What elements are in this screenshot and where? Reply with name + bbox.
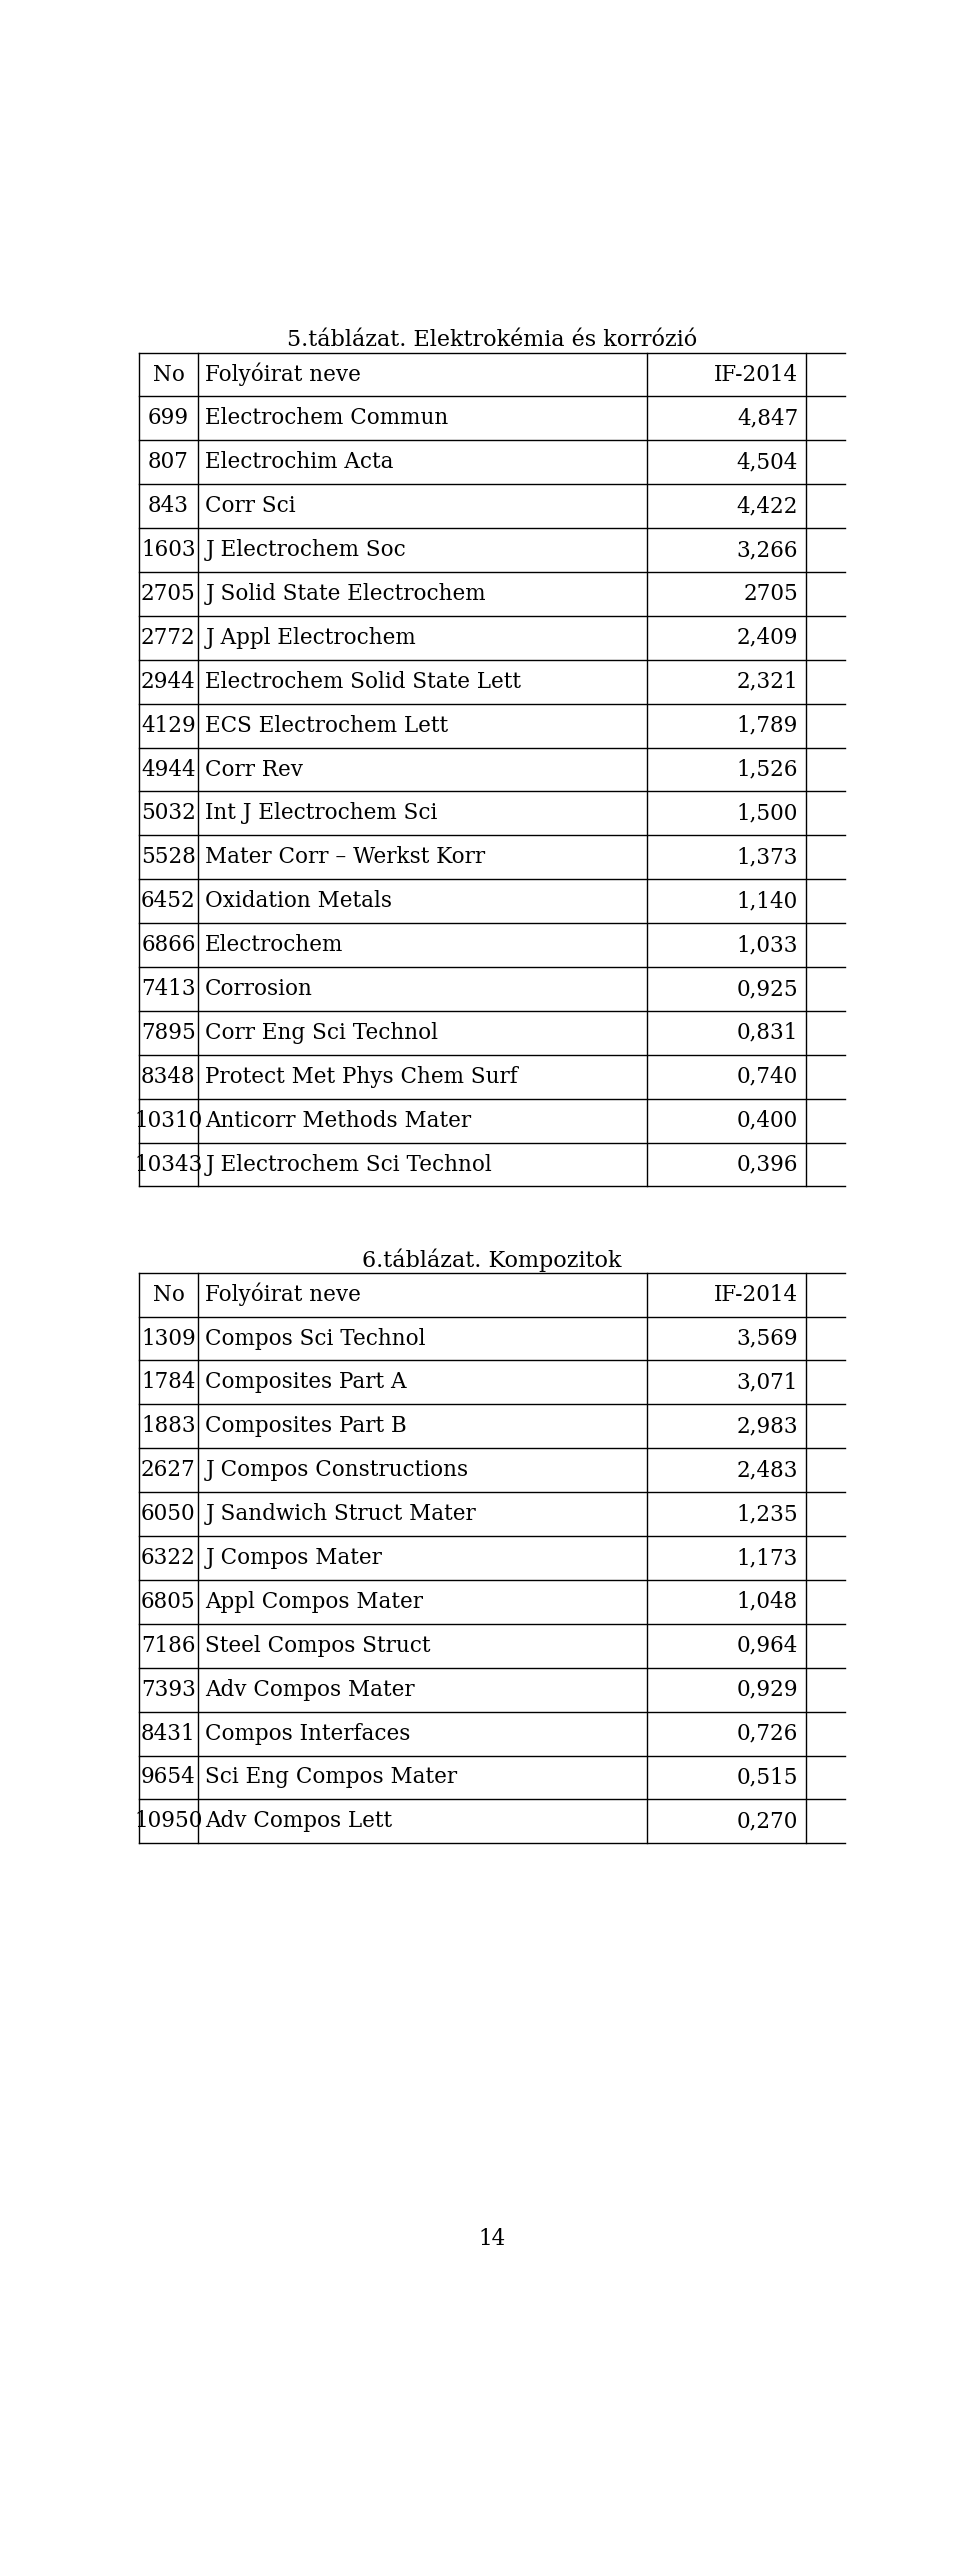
Text: 1,048: 1,048 xyxy=(737,1591,798,1613)
Text: 1,235: 1,235 xyxy=(736,1504,798,1524)
Text: 1883: 1883 xyxy=(141,1414,196,1437)
Text: Electrochem Commun: Electrochem Commun xyxy=(205,408,448,429)
Text: Folyóirat neve: Folyóirat neve xyxy=(205,1284,361,1307)
Text: 6050: 6050 xyxy=(141,1504,196,1524)
Text: 9654: 9654 xyxy=(141,1767,196,1790)
Text: 0,740: 0,740 xyxy=(737,1065,798,1088)
Text: 2,321: 2,321 xyxy=(736,671,798,692)
Text: IF-2014: IF-2014 xyxy=(714,1284,798,1305)
Text: Oxidation Metals: Oxidation Metals xyxy=(205,891,393,911)
Text: 5032: 5032 xyxy=(141,802,196,825)
Text: 1,033: 1,033 xyxy=(736,934,798,955)
Text: Corr Sci: Corr Sci xyxy=(205,495,296,518)
Text: J Electrochem Soc: J Electrochem Soc xyxy=(205,539,406,562)
Text: 5.táblázat. Elektrokémia és korrózió: 5.táblázat. Elektrokémia és korrózió xyxy=(287,329,697,352)
Text: 0,925: 0,925 xyxy=(736,978,798,1001)
Text: Protect Met Phys Chem Surf: Protect Met Phys Chem Surf xyxy=(205,1065,518,1088)
Text: 0,396: 0,396 xyxy=(736,1154,798,1174)
Text: Corrosion: Corrosion xyxy=(205,978,313,1001)
Text: 699: 699 xyxy=(148,408,189,429)
Text: 2705: 2705 xyxy=(743,582,798,605)
Text: Corr Eng Sci Technol: Corr Eng Sci Technol xyxy=(205,1021,439,1044)
Text: 4,504: 4,504 xyxy=(736,452,798,472)
Text: 1,173: 1,173 xyxy=(736,1547,798,1570)
Text: 4944: 4944 xyxy=(141,758,196,781)
Text: 8348: 8348 xyxy=(141,1065,196,1088)
Text: J Solid State Electrochem: J Solid State Electrochem xyxy=(205,582,486,605)
Text: 2,409: 2,409 xyxy=(736,628,798,648)
Text: Sci Eng Compos Mater: Sci Eng Compos Mater xyxy=(205,1767,457,1790)
Text: 4,847: 4,847 xyxy=(737,408,798,429)
Text: Composites Part A: Composites Part A xyxy=(205,1371,407,1394)
Text: 1,500: 1,500 xyxy=(736,802,798,825)
Text: Folyóirat neve: Folyóirat neve xyxy=(205,363,361,386)
Text: 2,483: 2,483 xyxy=(736,1460,798,1481)
Text: Compos Interfaces: Compos Interfaces xyxy=(205,1723,411,1744)
Text: 0,964: 0,964 xyxy=(736,1634,798,1657)
Text: Composites Part B: Composites Part B xyxy=(205,1414,407,1437)
Text: 3,266: 3,266 xyxy=(736,539,798,562)
Text: 6322: 6322 xyxy=(141,1547,196,1570)
Text: Corr Rev: Corr Rev xyxy=(205,758,303,781)
Text: 1,789: 1,789 xyxy=(736,715,798,738)
Text: 6.táblázat. Kompozitok: 6.táblázat. Kompozitok xyxy=(362,1248,622,1271)
Text: 10310: 10310 xyxy=(134,1111,203,1131)
Text: 2944: 2944 xyxy=(141,671,196,692)
Text: Anticorr Methods Mater: Anticorr Methods Mater xyxy=(205,1111,471,1131)
Text: 3,569: 3,569 xyxy=(736,1328,798,1351)
Text: Electrochem: Electrochem xyxy=(205,934,344,955)
Text: Electrochem Solid State Lett: Electrochem Solid State Lett xyxy=(205,671,521,692)
Text: 14: 14 xyxy=(478,2229,506,2249)
Text: J Electrochem Sci Technol: J Electrochem Sci Technol xyxy=(205,1154,492,1174)
Text: 8431: 8431 xyxy=(141,1723,196,1744)
Text: 2772: 2772 xyxy=(141,628,196,648)
Text: J Sandwich Struct Mater: J Sandwich Struct Mater xyxy=(205,1504,476,1524)
Text: ECS Electrochem Lett: ECS Electrochem Lett xyxy=(205,715,448,738)
Text: 3,071: 3,071 xyxy=(736,1371,798,1394)
Text: No: No xyxy=(153,1284,184,1305)
Text: 6866: 6866 xyxy=(141,934,196,955)
Text: 0,270: 0,270 xyxy=(736,1810,798,1833)
Text: Mater Corr – Werkst Korr: Mater Corr – Werkst Korr xyxy=(205,845,486,868)
Text: IF-2014: IF-2014 xyxy=(714,363,798,386)
Text: 0,400: 0,400 xyxy=(737,1111,798,1131)
Text: 7895: 7895 xyxy=(141,1021,196,1044)
Text: 7186: 7186 xyxy=(141,1634,196,1657)
Text: J Compos Mater: J Compos Mater xyxy=(205,1547,382,1570)
Text: 0,929: 0,929 xyxy=(736,1680,798,1700)
Text: Int J Electrochem Sci: Int J Electrochem Sci xyxy=(205,802,438,825)
Text: Electrochim Acta: Electrochim Acta xyxy=(205,452,394,472)
Text: 6805: 6805 xyxy=(141,1591,196,1613)
Text: 7413: 7413 xyxy=(141,978,196,1001)
Text: 0,831: 0,831 xyxy=(736,1021,798,1044)
Text: Compos Sci Technol: Compos Sci Technol xyxy=(205,1328,425,1351)
Text: 2,983: 2,983 xyxy=(736,1414,798,1437)
Text: 5528: 5528 xyxy=(141,845,196,868)
Text: Adv Compos Lett: Adv Compos Lett xyxy=(205,1810,393,1833)
Text: 4129: 4129 xyxy=(141,715,196,738)
Text: 2705: 2705 xyxy=(141,582,196,605)
Text: 1603: 1603 xyxy=(141,539,196,562)
Text: 10343: 10343 xyxy=(134,1154,203,1174)
Text: No: No xyxy=(153,363,184,386)
Text: 10950: 10950 xyxy=(134,1810,203,1833)
Text: Steel Compos Struct: Steel Compos Struct xyxy=(205,1634,431,1657)
Text: 1309: 1309 xyxy=(141,1328,196,1351)
Text: 0,726: 0,726 xyxy=(736,1723,798,1744)
Text: J Compos Constructions: J Compos Constructions xyxy=(205,1460,468,1481)
Text: 1,140: 1,140 xyxy=(737,891,798,911)
Text: 6452: 6452 xyxy=(141,891,196,911)
Text: Appl Compos Mater: Appl Compos Mater xyxy=(205,1591,423,1613)
Text: Adv Compos Mater: Adv Compos Mater xyxy=(205,1680,415,1700)
Text: J Appl Electrochem: J Appl Electrochem xyxy=(205,628,416,648)
Text: 1,526: 1,526 xyxy=(736,758,798,781)
Text: 0,515: 0,515 xyxy=(736,1767,798,1790)
Text: 1,373: 1,373 xyxy=(736,845,798,868)
Text: 807: 807 xyxy=(148,452,189,472)
Text: 2627: 2627 xyxy=(141,1460,196,1481)
Text: 1784: 1784 xyxy=(141,1371,196,1394)
Text: 843: 843 xyxy=(148,495,189,518)
Text: 7393: 7393 xyxy=(141,1680,196,1700)
Text: 4,422: 4,422 xyxy=(736,495,798,518)
